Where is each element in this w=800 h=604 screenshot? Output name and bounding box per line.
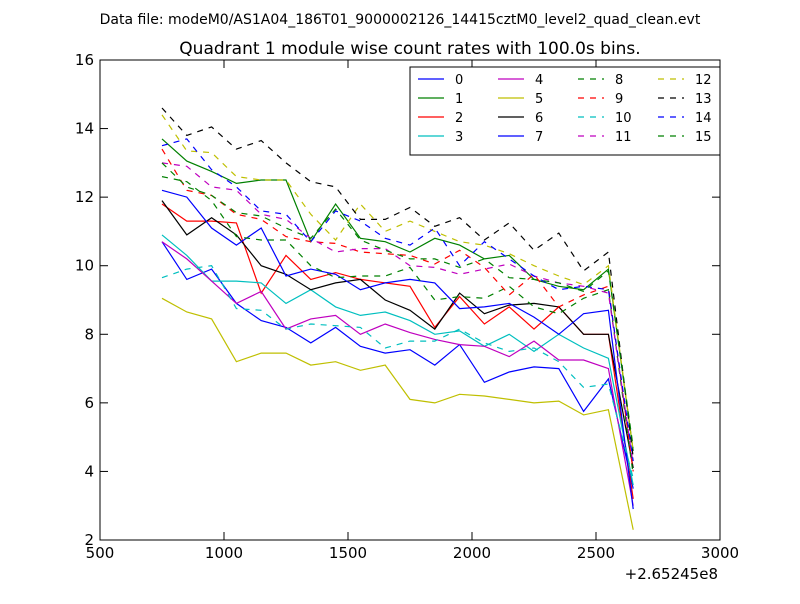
legend-label: 15 <box>695 130 712 145</box>
x-tick-label: 2000 <box>453 544 491 562</box>
x-tick-label: 1000 <box>205 544 243 562</box>
legend-item-9: 9 <box>578 92 623 107</box>
legend-label: 6 <box>535 111 543 126</box>
series-line-6 <box>161 200 634 469</box>
legend-label: 5 <box>535 92 543 107</box>
legend-label: 9 <box>615 92 623 107</box>
y-tick-label: 10 <box>75 257 94 275</box>
y-tick-label: 2 <box>84 531 94 549</box>
series-line-3 <box>161 234 634 486</box>
series-line-2 <box>161 203 634 499</box>
y-tick-label: 4 <box>84 462 94 480</box>
legend-label: 10 <box>615 111 632 126</box>
legend-box <box>409 66 721 156</box>
series-line-15 <box>161 162 634 448</box>
legend-label: 3 <box>455 130 463 145</box>
series-line-13 <box>161 107 634 458</box>
series-line-14 <box>161 138 634 462</box>
legend-item-1: 1 <box>418 92 463 107</box>
legend-label: 4 <box>535 73 543 88</box>
chart-suptitle: Data file: modeM0/AS1A04_186T01_90000021… <box>100 12 701 28</box>
legend-label: 0 <box>455 73 463 88</box>
series-line-8 <box>161 176 634 475</box>
legend-label: 1 <box>455 92 463 107</box>
y-tick-label: 16 <box>75 51 94 69</box>
legend-label: 14 <box>695 111 712 126</box>
legend-item-8: 8 <box>578 73 623 88</box>
series-line-4 <box>161 241 634 506</box>
legend-label: 12 <box>695 73 712 88</box>
plot-frame <box>99 59 721 541</box>
y-tick-label: 14 <box>75 120 94 138</box>
legend-label: 2 <box>455 111 463 126</box>
x-tick-label: 500 <box>86 544 115 562</box>
series-line-0 <box>161 241 634 489</box>
legend-label: 13 <box>695 92 712 107</box>
series-line-1 <box>161 138 634 451</box>
legend-label: 8 <box>615 73 623 88</box>
y-tick-label: 6 <box>84 394 94 412</box>
legend-label: 7 <box>535 130 543 145</box>
legend-item-7: 7 <box>498 130 543 145</box>
legend-item-11: 11 <box>578 130 632 145</box>
legend-item-12: 12 <box>658 73 712 88</box>
series-line-9 <box>161 148 634 472</box>
legend-item-15: 15 <box>658 130 712 145</box>
legend-item-14: 14 <box>658 111 712 126</box>
y-tick-label: 8 <box>84 325 94 343</box>
legend-item-0: 0 <box>418 73 463 88</box>
series-line-5 <box>161 297 634 530</box>
series-line-7 <box>161 189 634 510</box>
legend-item-13: 13 <box>658 92 712 107</box>
x-tick-label: 1500 <box>329 544 367 562</box>
series-line-12 <box>161 114 634 451</box>
legend-item-4: 4 <box>498 73 543 88</box>
series-line-10 <box>161 265 634 479</box>
legend-item-2: 2 <box>418 111 463 126</box>
legend-item-5: 5 <box>498 92 543 107</box>
plot-area <box>161 107 634 530</box>
series-lines <box>161 107 634 530</box>
x-tick-label: 3000 <box>701 544 739 562</box>
x-tick-label: 2500 <box>577 544 615 562</box>
legend-label: 11 <box>615 130 632 145</box>
legend-item-3: 3 <box>418 130 463 145</box>
series-line-11 <box>161 162 634 465</box>
y-tick-label: 12 <box>75 188 94 206</box>
x-axis-offset-label: +2.65245e8 <box>625 565 718 583</box>
legend-item-10: 10 <box>578 111 632 126</box>
legend-item-6: 6 <box>498 111 543 126</box>
chart-title: Quadrant 1 module wise count rates with … <box>179 39 640 59</box>
